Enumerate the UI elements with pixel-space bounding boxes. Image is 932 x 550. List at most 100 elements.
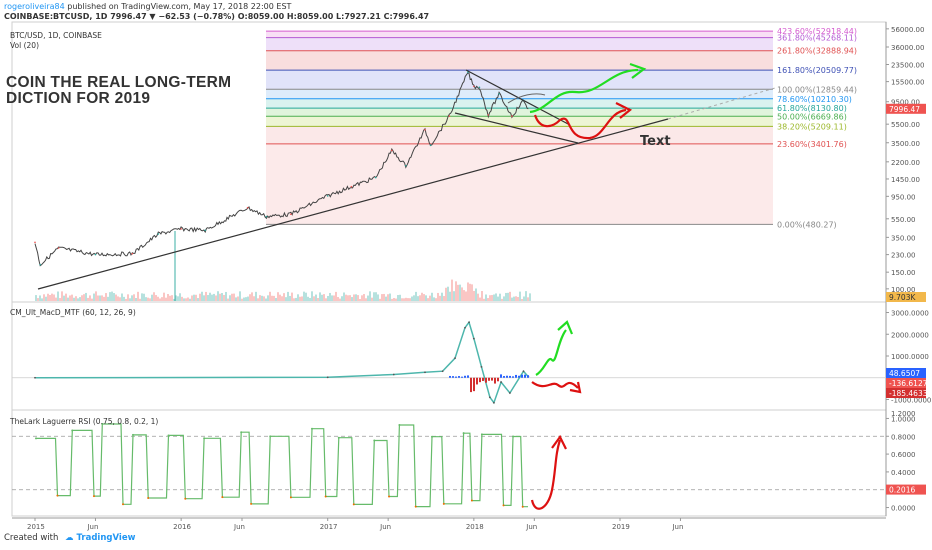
time-tick-label-3: Jun <box>233 523 245 531</box>
price-point <box>350 185 353 188</box>
price-tick-label-14: 100.00 <box>891 286 916 294</box>
time-tick-label-5: Jun <box>379 523 391 531</box>
price-tick-label-2: 23500.00 <box>891 62 924 70</box>
price-point <box>429 144 432 146</box>
price-point <box>39 263 42 266</box>
tradingview-logo[interactable]: ☁ TradingView <box>65 533 136 543</box>
macd-label: CM_Ult_MacD_MTF (60, 12, 26, 9) <box>10 308 136 317</box>
publish-line: rogeroliveira84 published on TradingView… <box>4 2 291 11</box>
price-tick-label-10: 550.00 <box>891 216 916 224</box>
time-tick-label-7: Jun <box>525 523 537 531</box>
rsi-point <box>71 429 74 432</box>
price-tick-label-1: 36000.00 <box>891 44 924 52</box>
price-point <box>374 176 377 179</box>
price-tick-label-4: 9500.00 <box>891 99 920 107</box>
fib-zone-1 <box>266 37 773 51</box>
macd-value-label-2: -185.4633 <box>889 389 928 398</box>
macd-point <box>500 381 502 383</box>
rsi-point <box>480 433 483 436</box>
last-price-box <box>886 103 926 114</box>
rsi-point <box>122 503 125 506</box>
price-point <box>180 228 182 230</box>
bull-arrow-head <box>629 62 647 79</box>
fib-label-2: 261.80%(32888.94) <box>777 47 857 56</box>
rsi-point <box>502 504 505 507</box>
price-point <box>473 85 475 88</box>
symbol-label: BTC/USD, 1D, COINBASE <box>10 31 102 40</box>
price-point <box>511 115 513 117</box>
macd-bull-curve <box>535 329 567 376</box>
fib-zone-8 <box>266 126 773 144</box>
rsi-point <box>167 434 170 437</box>
price-point <box>404 164 407 167</box>
macd-point <box>508 392 511 394</box>
price-point <box>157 233 160 235</box>
macd-value-box-0 <box>886 368 926 378</box>
rsi-point <box>184 497 187 500</box>
price-point <box>478 86 481 89</box>
volume-label: Vol (20) <box>10 41 40 50</box>
rsi-tick-label-5: 0.0000 <box>891 505 916 513</box>
price-tick-label-7: 2200.00 <box>891 159 920 167</box>
macd-point <box>424 371 426 374</box>
tradingview-brand: TradingView <box>76 533 136 543</box>
footer: Created with ☁ TradingView <box>4 533 135 543</box>
macd-value-box-1 <box>886 378 926 388</box>
rsi-value-label: 0.2016 <box>889 486 915 495</box>
rsi-point <box>512 435 515 438</box>
fib-label-1: 361.80%(45268.11) <box>777 34 857 43</box>
price-tick-label-12: 230.00 <box>891 252 916 260</box>
rsi-point <box>324 495 327 498</box>
macd-bear-arrow-head <box>569 381 582 394</box>
price-tick-label-3: 15500.00 <box>891 79 924 87</box>
price-point <box>246 206 249 209</box>
rsi-point <box>388 495 391 498</box>
time-tick-label-4: 2017 <box>320 523 338 531</box>
rsi-tick-label-0: 1.0000 <box>891 415 916 423</box>
rsi-up-arrow-head <box>551 434 567 450</box>
price-tick-label-11: 350.00 <box>891 234 916 242</box>
rsi-point <box>373 439 376 442</box>
fib-label-8: 38.20%(5209.11) <box>777 122 847 131</box>
macd-point <box>522 370 525 373</box>
price-line <box>34 72 529 267</box>
fib-label-9: 23.60%(3401.76) <box>777 140 847 149</box>
rsi-point <box>221 496 224 499</box>
fib-zone-2 <box>266 50 773 71</box>
rsi-point <box>132 433 135 436</box>
price-point <box>57 247 60 249</box>
fib-label-5: 78.60%(10210.30) <box>777 95 852 104</box>
trendline-extension <box>667 87 776 120</box>
price-point <box>326 195 329 197</box>
price-point <box>498 93 500 95</box>
projection-arc <box>507 93 546 104</box>
bear-arrow-head <box>615 102 633 119</box>
macd-tick-label-1: 2000.0000 <box>891 331 929 339</box>
lower-channel-line <box>454 112 579 144</box>
rsi-point <box>414 505 417 508</box>
time-tick-label-6: 2018 <box>466 523 484 531</box>
macd-point <box>326 376 329 379</box>
fib-label-10: 0.00%(480.27) <box>777 220 837 229</box>
macd-pane-frame <box>11 301 887 411</box>
rsi-tick-label-3: 0.4000 <box>891 469 916 477</box>
bull-projection-curve <box>529 68 639 114</box>
price-tick-label-9: 950.00 <box>891 193 916 201</box>
price-tick-label-13: 150.00 <box>891 269 916 277</box>
macd-point <box>488 396 491 399</box>
rsi-point <box>92 495 95 498</box>
price-point <box>424 128 426 131</box>
macd-point <box>464 326 466 329</box>
rsi-point <box>462 432 465 435</box>
author-link[interactable]: rogeroliveira84 <box>4 2 65 11</box>
time-tick-label-1: Jun <box>86 523 98 531</box>
macd-point <box>492 401 495 404</box>
bear-projection-curve <box>533 108 627 140</box>
fib-zone-6 <box>266 108 773 117</box>
annotation-text: Text <box>640 134 671 149</box>
rsi-top-tick-label: 1.2000 <box>891 410 916 418</box>
macd-point <box>468 321 470 324</box>
price-point <box>448 115 451 117</box>
